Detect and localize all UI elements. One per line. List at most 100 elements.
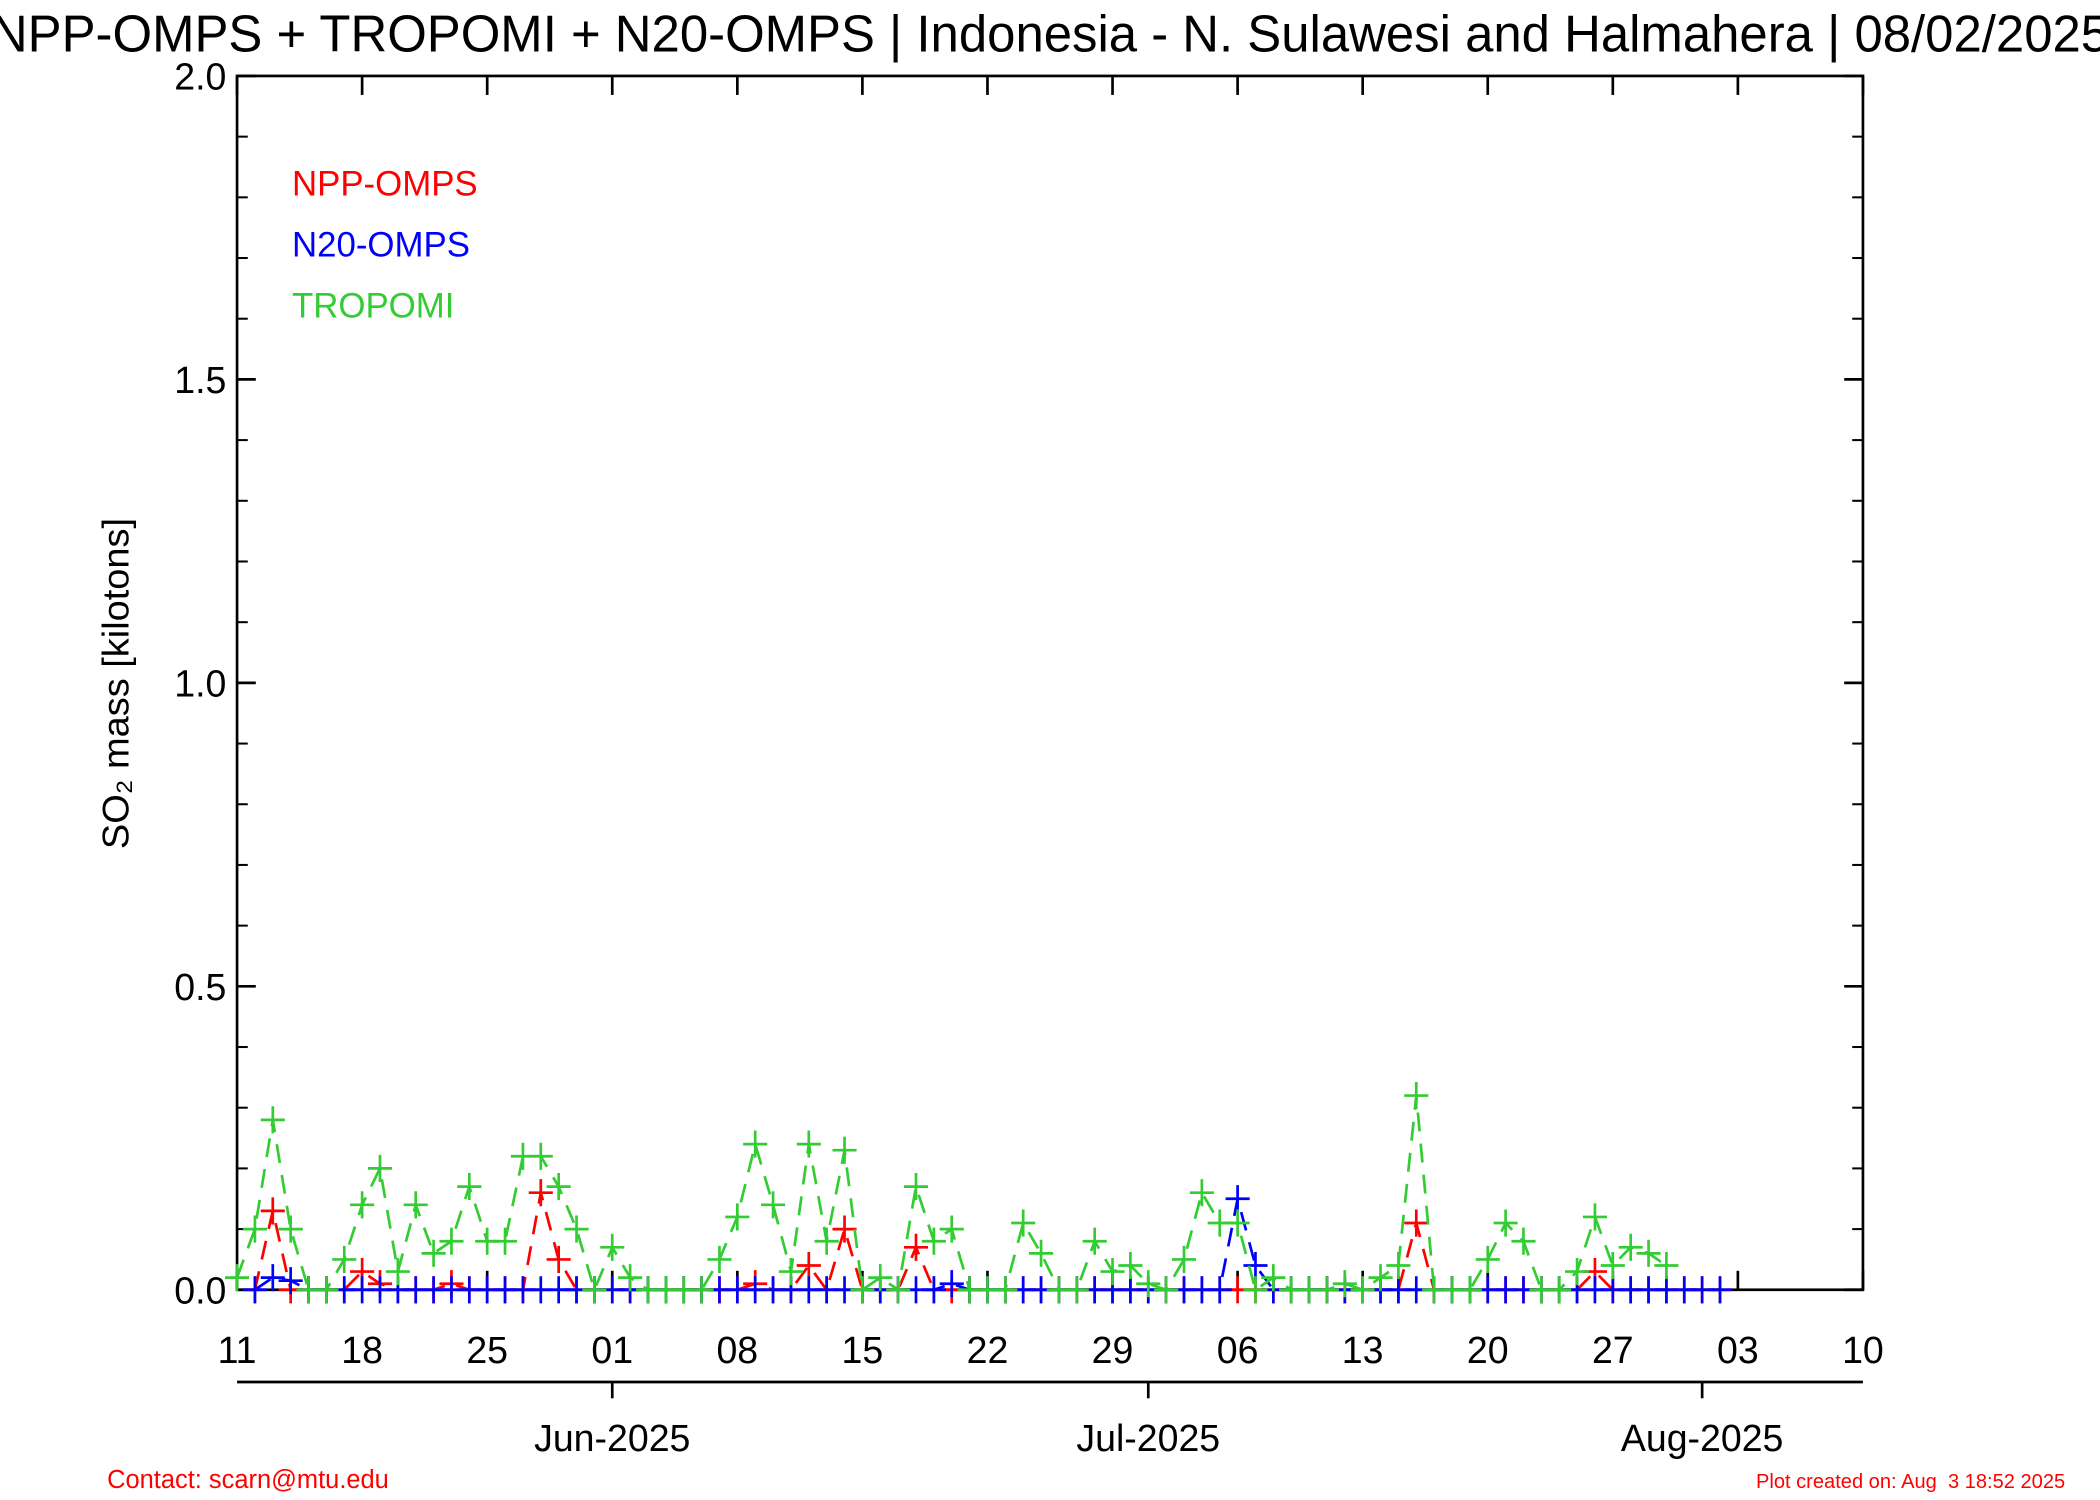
data-point [939, 1270, 964, 1298]
data-point [1314, 1276, 1339, 1304]
y-axis-label: SO₂ mass [kilotons] [95, 518, 137, 849]
data-point [796, 1251, 821, 1280]
data-point [903, 1173, 929, 1201]
data-point [778, 1258, 803, 1286]
x-tick-label: 25 [466, 1329, 508, 1371]
x-tick-label: 10 [1842, 1329, 1884, 1371]
legend-label: N20-OMPS [292, 225, 470, 264]
x-tick-label: 08 [716, 1329, 758, 1371]
data-point [707, 1245, 732, 1273]
data-point [814, 1227, 839, 1255]
x-tick-label: 20 [1467, 1329, 1509, 1371]
data-point [1350, 1276, 1375, 1304]
legend-label: NPP-OMPS [292, 164, 478, 203]
data-point [1082, 1227, 1107, 1255]
data-point [1707, 1276, 1733, 1304]
data-point [1511, 1227, 1536, 1255]
month-label: Jun-2025 [534, 1417, 690, 1459]
x-tick-label: 13 [1342, 1329, 1384, 1371]
data-point [1493, 1209, 1518, 1237]
y-tick-label: 1.5 [174, 359, 226, 401]
data-point [242, 1276, 267, 1304]
data-point [1386, 1251, 1411, 1280]
data-point [689, 1276, 714, 1304]
data-point [1582, 1203, 1607, 1231]
data-point [618, 1264, 643, 1292]
data-point [939, 1215, 964, 1243]
data-point [1565, 1258, 1590, 1286]
data-point [832, 1215, 857, 1243]
data-point [1100, 1258, 1125, 1286]
data-point [1207, 1276, 1232, 1304]
data-point [921, 1276, 946, 1304]
x-tick-label: 03 [1717, 1329, 1759, 1371]
x-tick-label: 11 [218, 1329, 257, 1371]
data-point [796, 1130, 821, 1158]
data-point [1475, 1245, 1500, 1273]
y-tick-label: 0.0 [174, 1269, 226, 1311]
x-tick-label: 01 [591, 1329, 633, 1371]
chart-title: NPP-OMPS + TROPOMI + N20-OMPS | Indonesi… [0, 5, 2100, 62]
x-tick-label: 18 [341, 1329, 383, 1371]
y-tick-label: 1.0 [174, 662, 226, 704]
data-point [278, 1267, 303, 1295]
data-point [1618, 1233, 1643, 1261]
data-point [1332, 1270, 1357, 1298]
month-label: Aug-2025 [1621, 1417, 1784, 1459]
data-point [1189, 1179, 1214, 1207]
data-point [993, 1276, 1018, 1304]
data-point [725, 1203, 750, 1231]
data-point [600, 1233, 625, 1261]
data-point [439, 1227, 464, 1255]
y-tick-label: 0.5 [174, 966, 226, 1008]
data-point [1225, 1185, 1250, 1213]
data-point [224, 1264, 250, 1292]
data-point [1600, 1251, 1625, 1280]
data-point [582, 1276, 607, 1304]
data-point [350, 1191, 375, 1219]
data-point [868, 1264, 893, 1292]
data-point [528, 1142, 553, 1170]
contact: Contact: scarn@mtu.edu [107, 1466, 389, 1494]
data-point [761, 1191, 786, 1219]
data-point [1547, 1276, 1572, 1304]
x-tick-label: 27 [1592, 1329, 1634, 1371]
data-point [1368, 1264, 1393, 1292]
data-point [1029, 1239, 1054, 1267]
data-point [493, 1227, 518, 1255]
data-point [457, 1173, 482, 1201]
data-point [1261, 1264, 1286, 1292]
data-point [1064, 1276, 1089, 1304]
data-point [850, 1276, 875, 1304]
data-point [385, 1258, 410, 1286]
y-tick-label: 2.0 [174, 55, 226, 97]
data-point [1136, 1270, 1161, 1298]
data-point [242, 1215, 267, 1243]
data-point [260, 1106, 285, 1134]
data-point [1118, 1251, 1143, 1280]
data-point [1011, 1209, 1036, 1237]
data-point [332, 1245, 357, 1273]
data-point [921, 1227, 946, 1255]
x-tick-label: 29 [1092, 1329, 1134, 1371]
plot-frame [235, 74, 1865, 1292]
data-point [1636, 1239, 1661, 1267]
data-point [403, 1191, 428, 1219]
data-point [546, 1173, 571, 1201]
data-point [1171, 1245, 1197, 1273]
data-point [421, 1239, 446, 1267]
data-point [1243, 1251, 1268, 1280]
data-point [314, 1276, 339, 1304]
data-point [367, 1154, 393, 1182]
data-point [832, 1136, 857, 1164]
data-point [1225, 1209, 1250, 1237]
data-point [1404, 1209, 1429, 1237]
series-line [235, 1095, 1668, 1294]
data-point [743, 1130, 768, 1158]
legend-label: TROPOMI [292, 286, 454, 325]
data-point [528, 1179, 553, 1207]
x-tick-label: 15 [842, 1329, 884, 1371]
created-note: Plot created on: Aug 3 18:52 2025 [1756, 1471, 2065, 1493]
data-point [260, 1197, 285, 1225]
